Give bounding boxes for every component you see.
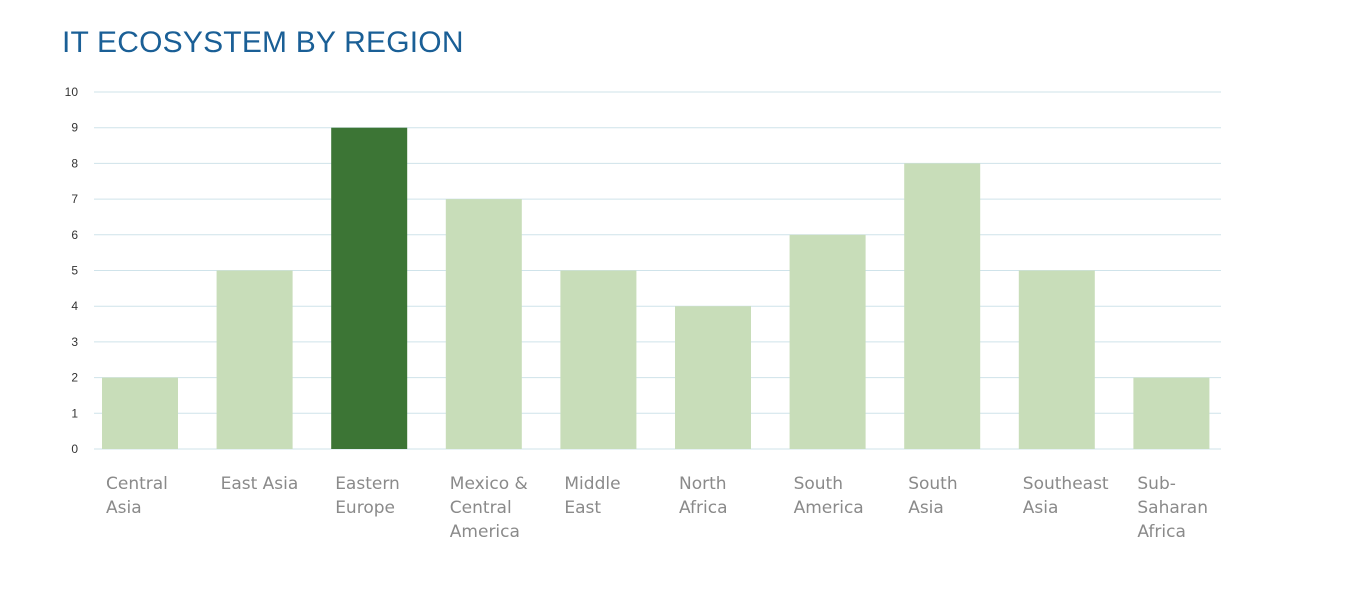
- bar-6: [789, 234, 866, 449]
- y-tick-label-6: 6: [71, 228, 78, 242]
- x-category-label-9: Sub-Saharan Africa: [1137, 474, 1208, 542]
- y-tick-label-1: 1: [71, 406, 78, 420]
- y-tick-label-5: 5: [71, 264, 78, 278]
- x-category-label-4: Middle East: [564, 474, 620, 518]
- y-tick-label-3: 3: [71, 335, 78, 349]
- bar-7: [904, 163, 981, 449]
- bar-5: [675, 306, 751, 449]
- bar-1: [216, 270, 293, 449]
- x-category-label-8: Southeast Asia: [1023, 474, 1109, 518]
- bar-8: [1018, 270, 1095, 449]
- chart-title: IT ECOSYSTEM BY REGION: [62, 26, 464, 59]
- y-axis-ticks: 0 1 2 3 4 5 6 7 8 9 10: [65, 85, 79, 456]
- bar-3: [445, 199, 522, 449]
- x-category-label-2: Eastern Europe: [335, 474, 400, 518]
- y-tick-label-10: 10: [65, 85, 79, 99]
- bar-0: [102, 377, 178, 449]
- bar-2: [331, 127, 408, 449]
- bar-9: [1133, 377, 1210, 449]
- bar-4: [560, 270, 637, 449]
- bars: [102, 127, 1210, 449]
- x-category-label-6: South America: [794, 474, 864, 518]
- x-category-label-3: Mexico & Central America: [450, 474, 528, 542]
- x-category-label-0: Central Asia: [106, 474, 168, 518]
- y-tick-label-2: 2: [71, 371, 78, 385]
- y-tick-label-7: 7: [71, 192, 78, 206]
- y-tick-label-0: 0: [71, 442, 78, 456]
- x-category-label-7: South Asia: [908, 474, 957, 518]
- y-tick-label-4: 4: [71, 299, 78, 313]
- x-category-label-5: North Africa: [679, 474, 728, 518]
- y-tick-label-9: 9: [71, 121, 78, 135]
- x-category-label-1: East Asia: [221, 474, 299, 494]
- x-axis-labels: Central Asia East Asia Eastern Europe Mexico …: [106, 474, 1208, 542]
- y-tick-label-8: 8: [71, 156, 78, 170]
